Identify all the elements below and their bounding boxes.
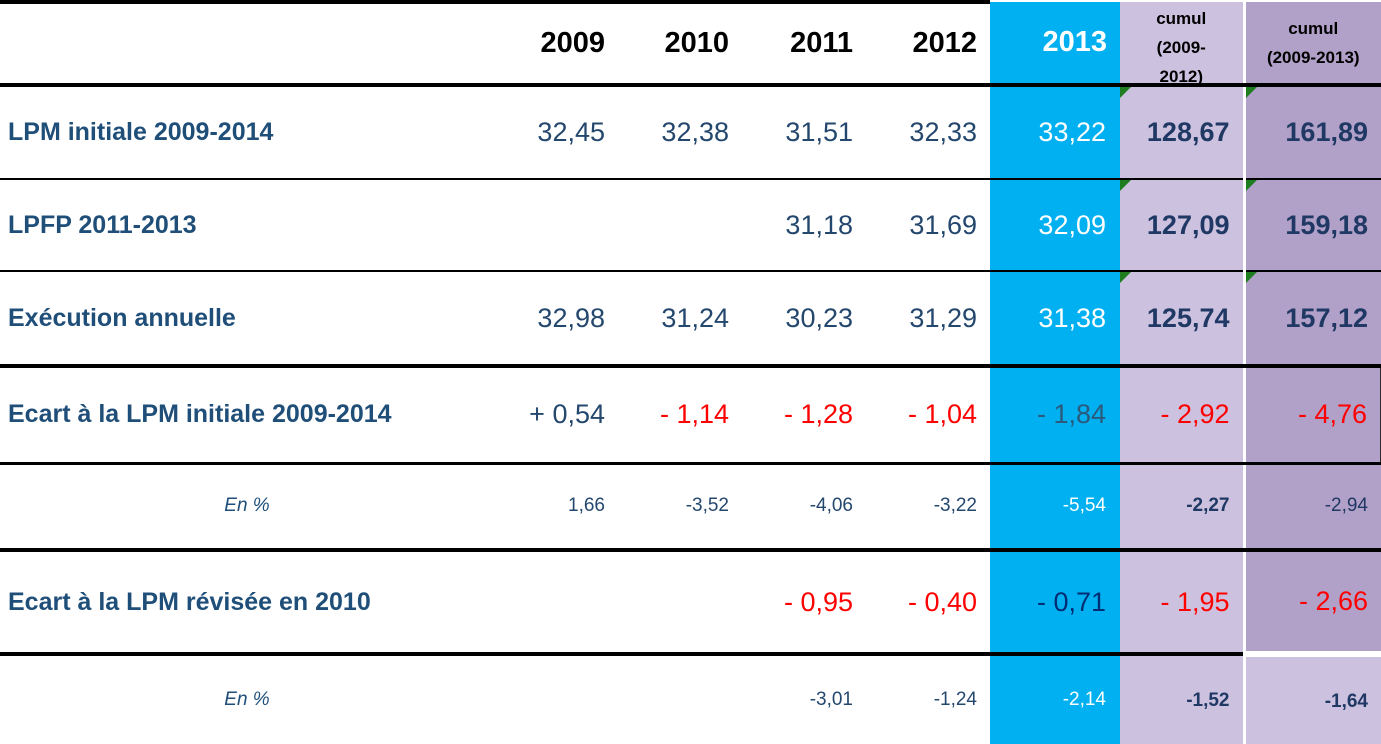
cumul-value-cell[interactable]: 159,18 xyxy=(1242,179,1381,272)
formula-flag-icon xyxy=(1247,87,1257,98)
cumul-value: 159,18 xyxy=(1285,209,1368,240)
cumul-value-cell[interactable]: 161,89 xyxy=(1242,85,1381,180)
cumul-value-cell[interactable]: -1,52 xyxy=(1120,654,1244,744)
cumul-value-cell[interactable]: - 2,92 xyxy=(1120,366,1244,465)
value-cell[interactable] xyxy=(618,550,742,656)
value-cell-2013[interactable]: - 1,84 xyxy=(990,366,1120,465)
cumul-value-cell[interactable]: -1,64 xyxy=(1242,654,1381,744)
row-label[interactable]: Ecart à la LPM initiale 2009-2014 xyxy=(0,366,494,465)
cumul2-header-text: cumul (2009-2013) xyxy=(1247,3,1381,81)
value-cell[interactable]: - 1,14 xyxy=(618,366,742,465)
value-cell[interactable]: 32,98 xyxy=(494,271,618,368)
value-cell[interactable]: - 0,40 xyxy=(866,550,990,656)
value-cell-2013[interactable]: 31,38 xyxy=(990,271,1120,368)
cumul1-line2: (2009- xyxy=(1156,37,1206,57)
cumul-value-cell[interactable]: -2,94 xyxy=(1242,463,1381,552)
value-cell[interactable]: 30,23 xyxy=(742,271,866,368)
value-cell[interactable]: 31,51 xyxy=(742,85,866,180)
value-cell-2013[interactable]: -2,14 xyxy=(990,654,1120,744)
row-label[interactable]: LPFP 2011-2013 xyxy=(0,179,494,272)
value-cell[interactable]: - 0,95 xyxy=(742,550,866,656)
row-label-en-pct[interactable]: En % xyxy=(0,463,494,552)
col-header-2012[interactable]: 2012 xyxy=(866,0,990,87)
cumul-value: 161,89 xyxy=(1285,117,1368,147)
value-cell[interactable]: -3,01 xyxy=(742,654,866,744)
value-cell[interactable]: - 1,28 xyxy=(742,366,866,465)
value-cell[interactable]: -3,52 xyxy=(618,463,742,552)
cumul-value-cell[interactable]: -2,27 xyxy=(1120,463,1244,552)
cumul2-line2: (2009-2013) xyxy=(1266,47,1360,67)
value-cell[interactable]: 32,38 xyxy=(618,85,742,180)
cumul-value: 127,09 xyxy=(1146,209,1230,240)
value-cell[interactable]: 31,18 xyxy=(742,179,866,272)
cumul-value-cell[interactable]: - 1,95 xyxy=(1120,550,1244,656)
formula-flag-icon xyxy=(1120,87,1131,98)
row-execution: Exécution annuelle 32,98 31,24 30,23 31,… xyxy=(0,271,1381,368)
row-label[interactable]: Exécution annuelle xyxy=(0,271,494,368)
value-cell[interactable] xyxy=(618,654,742,744)
value-cell-2013[interactable]: 32,09 xyxy=(990,179,1120,272)
header-row: 2009 2010 2011 2012 2013 cumul (2009- 20… xyxy=(0,0,1381,87)
cumul1-line3-clipped: 2012) xyxy=(1159,66,1203,83)
value-cell[interactable]: + 0,54 xyxy=(494,366,618,465)
row-label[interactable]: Ecart à la LPM révisée en 2010 xyxy=(0,550,494,656)
cumul1-line1: cumul xyxy=(1156,8,1207,28)
cumul-value: 125,74 xyxy=(1146,302,1230,333)
value-cell[interactable] xyxy=(494,654,618,744)
value-cell-2013[interactable]: 33,22 xyxy=(990,85,1120,180)
value-cell[interactable] xyxy=(618,179,742,272)
value-cell[interactable]: 31,69 xyxy=(866,179,990,272)
row-lpm-initiale: LPM initiale 2009-2014 32,45 32,38 31,51… xyxy=(0,85,1381,180)
col-header-2013[interactable]: 2013 xyxy=(990,2,1120,87)
value-cell[interactable]: 31,29 xyxy=(866,271,990,368)
col-header-2011[interactable]: 2011 xyxy=(742,0,866,87)
value-cell[interactable] xyxy=(494,179,618,272)
formula-flag-icon xyxy=(1247,272,1257,283)
row-ecart-initiale: Ecart à la LPM initiale 2009-2014 + 0,54… xyxy=(0,366,1381,465)
cumul-value-cell[interactable]: 125,74 xyxy=(1120,271,1244,368)
formula-flag-icon xyxy=(1247,180,1257,191)
formula-flag-icon xyxy=(1120,180,1131,191)
value-cell-2013[interactable]: -5,54 xyxy=(990,463,1120,552)
cumul-value-cell[interactable]: - 2,66 xyxy=(1242,550,1381,657)
value-cell[interactable]: -4,06 xyxy=(742,463,866,552)
value-cell[interactable]: - 1,04 xyxy=(866,366,990,465)
col-header-cumul-2009-2012[interactable]: cumul (2009- 2012) xyxy=(1120,2,1244,87)
cumul-value-cell[interactable]: 127,09 xyxy=(1120,179,1244,272)
value-cell[interactable] xyxy=(494,550,618,656)
corner-blank-cell[interactable] xyxy=(0,0,494,87)
value-cell[interactable]: 1,66 xyxy=(494,463,618,552)
value-cell[interactable]: 32,33 xyxy=(866,85,990,180)
row-lpfp: LPFP 2011-2013 31,18 31,69 32,09 127,09 … xyxy=(0,179,1381,272)
row-label-en-pct[interactable]: En % xyxy=(0,654,494,744)
row-label[interactable]: LPM initiale 2009-2014 xyxy=(0,85,494,180)
value-cell[interactable]: -3,22 xyxy=(866,463,990,552)
col-header-2010[interactable]: 2010 xyxy=(618,0,742,87)
value-cell-2013[interactable]: - 0,71 xyxy=(990,550,1120,656)
cumul-value-cell[interactable]: - 4,76 xyxy=(1242,366,1381,465)
cumul1-header-text: cumul (2009- 2012) xyxy=(1120,3,1243,83)
value-cell[interactable]: -1,24 xyxy=(866,654,990,744)
cumul-value-cell[interactable]: 157,12 xyxy=(1242,271,1381,368)
value-cell[interactable]: 31,24 xyxy=(618,271,742,368)
row-en-pct-revisee: En % -3,01 -1,24 -2,14 -1,52 -1,64 xyxy=(0,654,1381,744)
row-ecart-revisee: Ecart à la LPM révisée en 2010 - 0,95 - … xyxy=(0,550,1381,657)
cumul-value: 157,12 xyxy=(1285,302,1368,333)
cumul-value-cell[interactable]: 128,67 xyxy=(1120,85,1244,180)
formula-flag-icon xyxy=(1120,272,1131,283)
col-header-cumul-2009-2013[interactable]: cumul (2009-2013) xyxy=(1242,2,1381,87)
cumul-value: 128,67 xyxy=(1146,117,1230,147)
col-header-2009[interactable]: 2009 xyxy=(494,0,618,87)
row-en-pct-initiale: En % 1,66 -3,52 -4,06 -3,22 -5,54 -2,27 … xyxy=(0,463,1381,552)
value-cell[interactable]: 32,45 xyxy=(494,85,618,180)
cumul2-line1: cumul xyxy=(1288,18,1339,38)
